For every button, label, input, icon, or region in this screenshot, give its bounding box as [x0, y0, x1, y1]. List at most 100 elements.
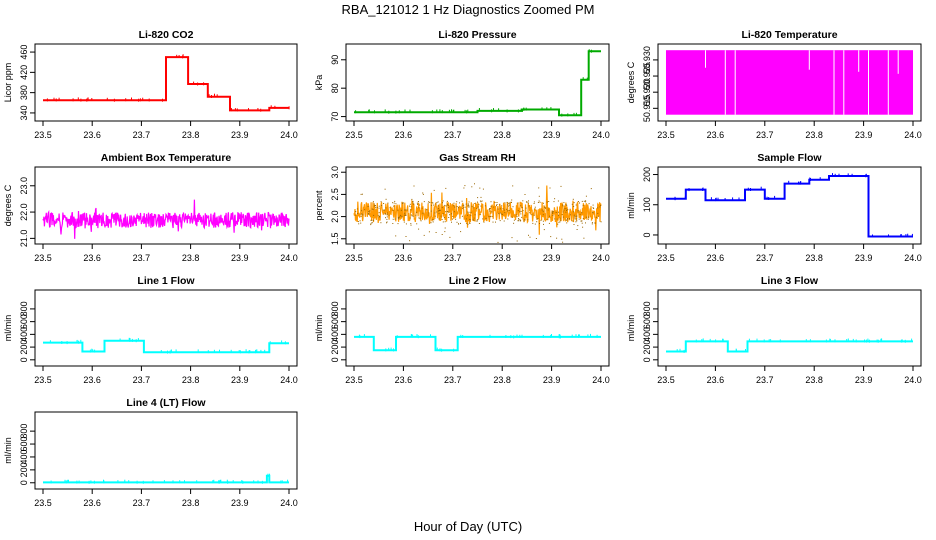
sample-flow-noise-point [900, 234, 902, 238]
gas-stream-rh-point [483, 221, 485, 223]
gas-stream-rh-point [585, 222, 586, 224]
gas-stream-rh-xtick-label: 23.8 [493, 253, 511, 263]
gas-stream-rh-point [445, 205, 447, 207]
gas-stream-rh-point [428, 231, 430, 233]
line-1-flow-noise-point [249, 350, 251, 353]
gas-stream-rh-point [558, 214, 559, 216]
gas-stream-rh-point [415, 214, 417, 216]
line-2-flow-noise-point [453, 348, 455, 352]
gas-stream-rh-point [539, 201, 541, 203]
line-1-flow-ytick-label: 600 [19, 314, 29, 329]
line-1-flow-noise-point [80, 339, 82, 343]
gas-stream-rh-point [512, 206, 514, 208]
line-3-flow-noise-point [683, 349, 685, 353]
gas-stream-rh-point [454, 206, 456, 208]
gas-stream-rh-point [433, 189, 435, 191]
gas-stream-rh-point [590, 188, 592, 190]
line-1-flow-noise-point [264, 349, 266, 353]
li-820-pressure-ylabel: kPa [314, 75, 324, 91]
gas-stream-rh-point [499, 220, 501, 222]
li-820-pressure-noise-point [452, 109, 454, 113]
li-820-co2-noise-point [131, 97, 132, 101]
gas-stream-rh-point [544, 206, 545, 208]
gas-stream-rh-point [416, 211, 417, 213]
li-820-co2-xtick-label: 23.9 [231, 130, 249, 140]
gas-stream-rh-point [571, 203, 573, 205]
line-2-flow-noise-point [542, 334, 544, 338]
gas-stream-rh-series [353, 183, 602, 243]
li-820-co2-xtick-label: 23.5 [34, 130, 52, 140]
sample-flow-noise-point [766, 196, 768, 200]
line-1-flow-noise-point [219, 349, 220, 353]
line-3-flow-noise-point [763, 339, 765, 343]
gas-stream-rh-point [490, 216, 491, 218]
gas-stream-rh-point [431, 202, 433, 203]
line-3-flow-noise-point [846, 339, 848, 342]
line-2-flow-noise-point [596, 334, 598, 338]
sample-flow-noise-point [715, 198, 717, 202]
line-4-lt-flow-noise-point [128, 480, 130, 484]
line-4-lt-flow-noise-point [65, 480, 67, 484]
gas-stream-rh-point [460, 231, 462, 233]
gas-stream-rh-point [442, 200, 444, 202]
gas-stream-rh-point [373, 205, 375, 207]
line-1-flow-noise-point [94, 349, 96, 353]
gas-stream-rh-point [443, 217, 445, 219]
gas-stream-rh-point [494, 202, 496, 203]
gas-stream-rh-point [423, 234, 425, 236]
ambient-box-temperature-xtick-label: 23.9 [231, 253, 249, 263]
line-1-flow-noise-point [61, 341, 63, 344]
gas-stream-rh-point [479, 200, 481, 202]
li-820-temperature-xtick-label: 23.7 [756, 130, 774, 140]
li-820-pressure-noise-point [520, 108, 522, 112]
gas-stream-rh-point [519, 219, 521, 221]
gas-stream-rh-point [541, 209, 543, 211]
line-1-flow-noise-point [260, 349, 262, 353]
line-1-flow-noise-point [239, 350, 241, 354]
line-2-flow-xtick-label: 23.7 [444, 375, 462, 385]
li-820-pressure-xtick-label: 24.0 [592, 130, 610, 140]
li-820-co2-xtick-label: 23.8 [182, 130, 200, 140]
gas-stream-rh-point [397, 209, 399, 211]
gas-stream-rh-point [392, 209, 394, 211]
gas-stream-rh-point [410, 214, 412, 216]
li-820-pressure-noise-point [478, 108, 480, 111]
li-820-pressure-noise-point [451, 109, 452, 113]
li-820-pressure-noise-point [491, 109, 493, 113]
li-820-co2-noise-point [234, 108, 236, 112]
li-820-pressure-noise-point [498, 108, 500, 112]
gas-stream-rh-point [447, 210, 449, 212]
gas-stream-rh-point [395, 203, 397, 205]
sample-flow-noise-point [819, 177, 821, 181]
gas-stream-rh-point [362, 214, 364, 216]
gas-stream-rh-xtick-label: 23.9 [543, 253, 561, 263]
gas-stream-rh-point [428, 212, 430, 214]
gas-stream-rh-point [502, 213, 503, 215]
gas-stream-rh-point [477, 201, 478, 203]
li-820-pressure-noise-point [567, 113, 569, 117]
li-820-co2-noise-point [55, 98, 57, 102]
line-3-flow-title: Line 3 Flow [761, 275, 819, 287]
gas-stream-rh-point [588, 203, 590, 205]
gas-stream-rh-ytick-label: 2.0 [330, 210, 340, 223]
gas-stream-rh-point [401, 202, 403, 204]
gas-stream-rh-point [392, 218, 394, 220]
sample-flow-plot-frame [657, 166, 922, 245]
li-820-pressure-noise-point [384, 109, 386, 113]
gas-stream-rh-point [400, 215, 402, 217]
li-820-pressure-noise-point [466, 110, 468, 114]
gas-stream-rh-point [544, 206, 546, 208]
li-820-pressure-noise-point [506, 109, 508, 113]
line-1-flow-noise-point [256, 349, 258, 353]
gas-stream-rh-point [542, 202, 544, 204]
gas-stream-rh-point [361, 193, 363, 195]
gas-stream-rh-point [376, 207, 378, 208]
li-820-pressure-xtick-label: 23.8 [493, 130, 511, 140]
gas-stream-rh-point [499, 212, 501, 214]
li-820-pressure-noise-point [368, 109, 370, 113]
li-820-co2-noise-point [80, 98, 82, 102]
gas-stream-rh-point [524, 194, 526, 195]
gas-stream-rh-point [572, 211, 574, 213]
gas-stream-rh-point [528, 234, 529, 236]
gas-stream-rh-point [380, 201, 382, 203]
